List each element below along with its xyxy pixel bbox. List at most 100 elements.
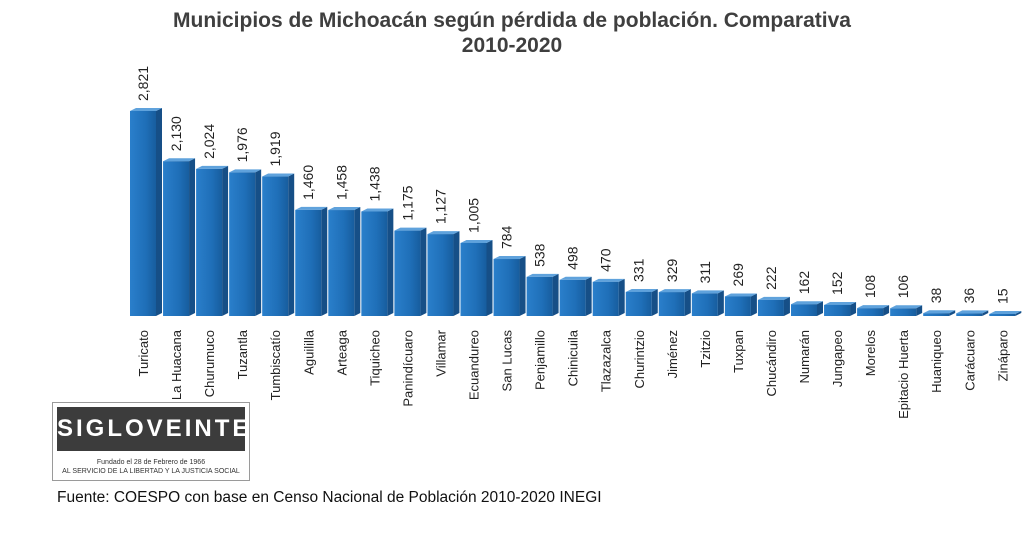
bar-top-face xyxy=(229,169,262,173)
bar-26 xyxy=(956,310,989,316)
value-label: 1,005 xyxy=(466,198,482,233)
bar-top-face xyxy=(295,206,328,210)
bar-front-face xyxy=(427,234,454,316)
bar-side-face xyxy=(817,301,823,316)
bar-side-face xyxy=(916,305,923,316)
bar-top-face xyxy=(824,301,857,305)
bar-side-face xyxy=(618,278,625,316)
category-label: Tuzantla xyxy=(235,329,250,379)
category-label: Turicato xyxy=(136,330,151,376)
category-label: Jiménez xyxy=(665,330,680,378)
bar-side-face xyxy=(453,231,460,316)
category-label: Chucándiro xyxy=(764,330,779,397)
bar-top-face xyxy=(625,288,658,292)
bar-top-face xyxy=(724,293,757,297)
bar-side-face xyxy=(717,290,724,316)
bar-top-face xyxy=(361,208,394,212)
category-label: La Huacana xyxy=(169,329,184,400)
bar-top-face xyxy=(890,305,923,309)
bar-front-face xyxy=(328,210,355,316)
bar-side-face xyxy=(321,206,328,316)
value-label: 38 xyxy=(928,287,944,303)
category-label: Arteaga xyxy=(334,329,349,375)
bar-side-face xyxy=(486,239,493,316)
bar-side-face xyxy=(684,289,691,316)
category-label: Villamar xyxy=(433,329,448,376)
bar-side-face xyxy=(156,108,162,316)
value-label: 1,175 xyxy=(399,185,415,220)
category-label: Churintzio xyxy=(632,330,647,389)
value-label: 470 xyxy=(598,248,614,272)
category-label: Carácuaro xyxy=(962,330,977,391)
source-note: Fuente: COESPO con base en Censo Naciona… xyxy=(57,489,602,506)
value-label: 2,821 xyxy=(135,66,151,101)
bar-front-face xyxy=(890,308,917,316)
bar-top-face xyxy=(791,301,823,305)
bar-19 xyxy=(724,293,757,316)
value-label: 331 xyxy=(631,258,647,282)
bar-20 xyxy=(757,296,790,316)
bar-top-face xyxy=(559,276,592,280)
bar-side-face xyxy=(850,301,857,316)
bar-top-face xyxy=(394,227,427,231)
bar-side-face xyxy=(222,165,229,316)
bar-14 xyxy=(559,276,592,316)
bar-top-face xyxy=(757,296,790,300)
value-label: 1,976 xyxy=(234,127,250,162)
value-label: 538 xyxy=(532,243,548,267)
sigloveinte-logo: SIGLOVEINTE Fundado el 28 de Febrero de … xyxy=(52,402,250,481)
bar-5 xyxy=(262,173,295,316)
value-label: 311 xyxy=(697,261,713,284)
bar-front-face xyxy=(658,292,685,316)
bar-front-face xyxy=(857,308,884,316)
bar-top-face xyxy=(923,310,956,314)
bar-side-face xyxy=(982,310,989,316)
value-label: 1,460 xyxy=(300,165,316,200)
bar-25 xyxy=(923,310,956,316)
bar-side-face xyxy=(651,288,658,316)
bar-front-face xyxy=(923,313,950,316)
bar-27 xyxy=(989,311,1022,316)
category-label: Numarán xyxy=(797,330,812,383)
bar-2 xyxy=(163,158,196,316)
bar-side-face xyxy=(783,296,790,316)
bar-4 xyxy=(229,169,262,316)
value-label: 1,458 xyxy=(333,165,349,200)
bar-top-face xyxy=(857,305,890,309)
bar-top-face xyxy=(989,311,1022,314)
bar-side-face xyxy=(255,169,262,316)
value-label: 1,127 xyxy=(432,189,448,224)
value-label: 106 xyxy=(895,275,911,299)
bar-side-face xyxy=(420,227,427,316)
category-label: San Lucas xyxy=(500,330,515,392)
value-label: 162 xyxy=(796,271,812,295)
value-label: 108 xyxy=(862,275,878,299)
value-label: 269 xyxy=(730,263,746,287)
bar-12 xyxy=(493,256,526,316)
bar-front-face xyxy=(757,299,784,316)
category-label: Tumbiscatío xyxy=(268,330,283,400)
logo-founded-text: Fundado el 28 de Febrero de 1966 xyxy=(96,459,206,466)
bar-side-face xyxy=(387,208,394,316)
bar-7 xyxy=(328,207,361,316)
value-label: 222 xyxy=(763,266,779,290)
bar-front-face xyxy=(791,304,817,316)
bar-front-face xyxy=(229,172,256,316)
value-label: 784 xyxy=(499,225,515,249)
bar-22 xyxy=(824,301,857,316)
bar-front-face xyxy=(824,304,851,316)
bar-front-face xyxy=(625,291,652,316)
bar-front-face xyxy=(691,293,718,316)
bar-front-face xyxy=(989,314,1016,316)
bar-front-face xyxy=(295,209,322,316)
category-label: Morelos xyxy=(863,330,878,377)
bar-8 xyxy=(361,208,394,316)
bar-11 xyxy=(460,239,493,316)
bar-front-face xyxy=(460,242,487,316)
bar-24 xyxy=(890,305,923,316)
value-label: 1,438 xyxy=(366,166,382,201)
bar-top-face xyxy=(592,278,625,282)
bar-front-face xyxy=(196,168,223,316)
category-label: Tuxpan xyxy=(731,330,746,373)
chart-title-line1: Municipios de Michoacán según pérdida de… xyxy=(173,9,851,32)
